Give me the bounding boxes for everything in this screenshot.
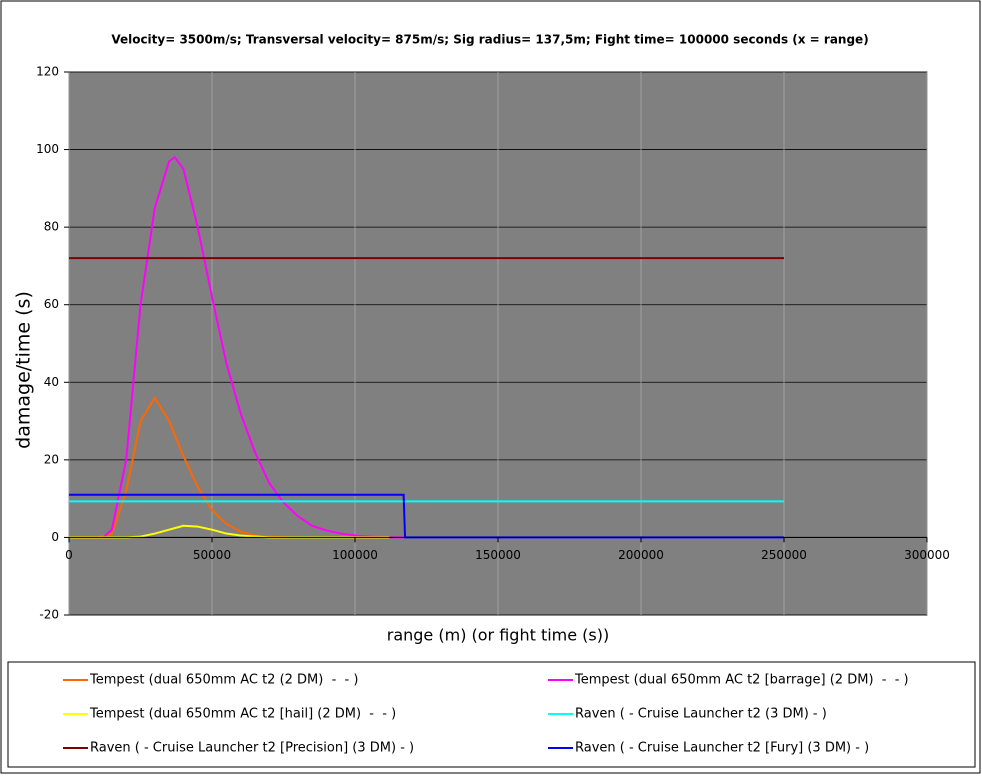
series-line (69, 524, 390, 539)
x-tick-label: 200000 (618, 548, 664, 562)
y-tick-label: 80 (44, 220, 59, 234)
y-tick-label: 100 (36, 142, 59, 156)
y-tick-label: 40 (44, 375, 59, 389)
legend-label: Raven ( - Cruise Launcher t2 (3 DM) - ) (575, 707, 827, 722)
grid (68, 71, 928, 616)
legend (7, 661, 976, 768)
x-tick-label: 0 (65, 548, 73, 562)
chart-title: Velocity= 3500m/s; Transversal velocity=… (111, 33, 868, 47)
x-tick-label: 250000 (761, 548, 807, 562)
legend-label: Raven ( - Cruise Launcher t2 [Fury] (3 D… (575, 741, 869, 756)
y-tick-label: 0 (51, 530, 59, 544)
y-tick-label: 120 (36, 65, 59, 79)
x-tick-label: 50000 (193, 548, 231, 562)
series-line (102, 155, 404, 539)
series-lines (69, 155, 784, 539)
legend-label: Tempest (dual 650mm AC t2 [hail] (2 DM) … (89, 707, 396, 722)
legend-label: Tempest (dual 650mm AC t2 (2 DM) - - ) (89, 673, 358, 688)
x-tick-label: 300000 (904, 548, 950, 562)
x-axis-label: range (m) (or fight time (s)) (387, 626, 610, 645)
legend-label: Tempest (dual 650mm AC t2 [barrage] (2 D… (574, 673, 909, 688)
x-tick-label: 150000 (475, 548, 521, 562)
y-axis-label: damage/time (s) (13, 291, 35, 449)
y-tick-label: 20 (44, 452, 59, 466)
y-tick-label: 60 (44, 297, 59, 311)
legend-label: Raven ( - Cruise Launcher t2 [Precision]… (90, 741, 414, 756)
x-tick-label: 100000 (332, 548, 378, 562)
y-tick-label: -20 (39, 608, 59, 622)
